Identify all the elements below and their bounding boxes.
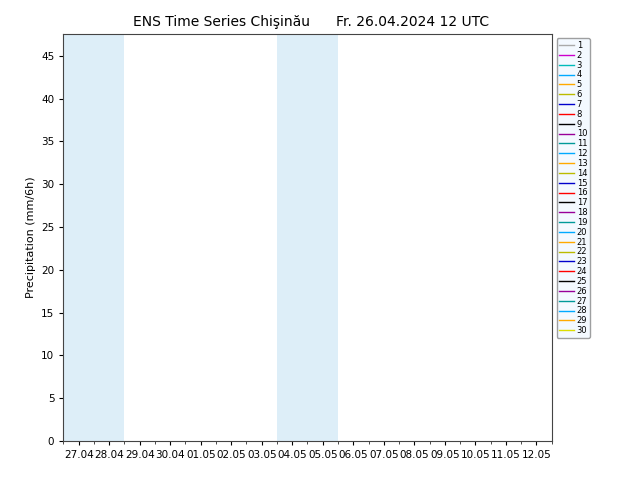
Legend: 1, 2, 3, 4, 5, 6, 7, 8, 9, 10, 11, 12, 13, 14, 15, 16, 17, 18, 19, 20, 21, 22, 2: 1, 2, 3, 4, 5, 6, 7, 8, 9, 10, 11, 12, 1… [557, 39, 590, 338]
Text: ENS Time Series Chişinău: ENS Time Series Chişinău [133, 15, 311, 29]
Bar [277, 34, 307, 441]
Y-axis label: Precipitation (mm/6h): Precipitation (mm/6h) [25, 177, 36, 298]
Bar [94, 34, 124, 441]
Bar [307, 34, 338, 441]
Bar [63, 34, 94, 441]
Text: Fr. 26.04.2024 12 UTC: Fr. 26.04.2024 12 UTC [335, 15, 489, 29]
